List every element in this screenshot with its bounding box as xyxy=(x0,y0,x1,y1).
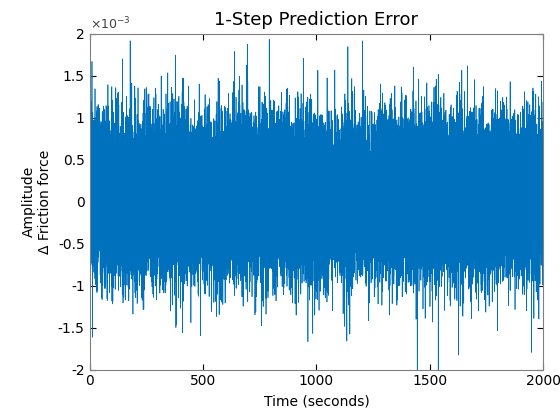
Text: $\times10^{-3}$: $\times10^{-3}$ xyxy=(90,15,130,32)
X-axis label: Time (seconds): Time (seconds) xyxy=(264,394,369,408)
Title: 1-Step Prediction Error: 1-Step Prediction Error xyxy=(214,11,418,29)
Y-axis label: Amplitude
Δ Friction force: Amplitude Δ Friction force xyxy=(22,150,52,254)
